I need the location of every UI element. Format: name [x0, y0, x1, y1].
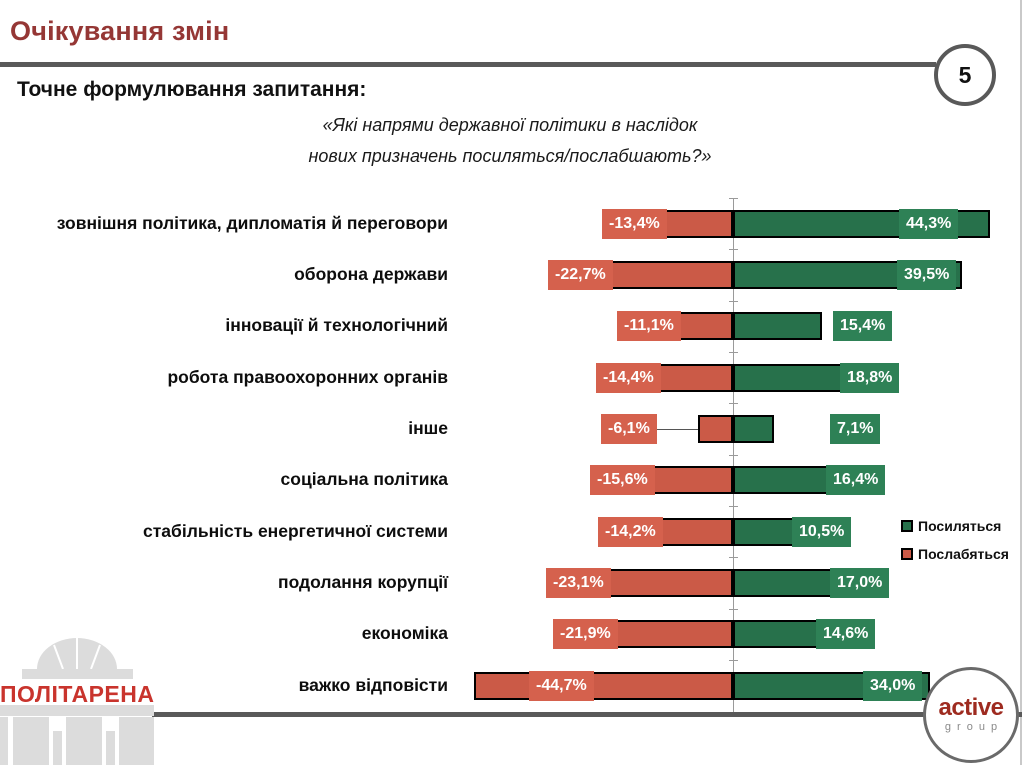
bar-increase: [733, 364, 842, 392]
legend-item-decrease: Послабяться: [901, 540, 1009, 568]
value-label-decrease: -15,6%: [590, 465, 655, 495]
bar-decrease: [655, 210, 733, 238]
chart-legend: Посиляться Послабяться: [901, 512, 1009, 568]
value-label-decrease: -14,4%: [596, 363, 661, 393]
axis-tick: [729, 198, 738, 199]
category-label: інше: [408, 418, 448, 438]
footer-divider: [152, 712, 1022, 717]
question-quote-line2: нових призначень посиляться/послабшають?…: [308, 146, 712, 166]
building-column: [13, 717, 49, 765]
value-label-increase: 7,1%: [830, 414, 881, 444]
politarena-wordmark: ПОЛІТАРЕНА: [0, 681, 155, 707]
category-label: оборона держави: [294, 264, 448, 284]
building-band-bottom: [0, 705, 154, 716]
value-label-decrease: -23,1%: [546, 568, 611, 598]
value-label-decrease: -14,2%: [598, 517, 663, 547]
value-label-decrease: -22,7%: [548, 260, 613, 290]
label-leader-line: [657, 429, 698, 430]
value-label-increase: 34,0%: [863, 671, 923, 701]
building-window: [106, 731, 115, 765]
bar-decrease: [698, 415, 733, 443]
value-label-increase: 14,6%: [816, 619, 876, 649]
bar-decrease: [601, 261, 733, 289]
value-label-decrease: -13,4%: [602, 209, 667, 239]
axis-tick: [729, 403, 738, 404]
axis-tick: [729, 609, 738, 610]
value-label-increase: 10,5%: [792, 517, 852, 547]
bar-decrease: [649, 364, 733, 392]
value-label-decrease: -6,1%: [601, 414, 657, 444]
building-window: [53, 731, 62, 765]
header-divider: [0, 62, 936, 67]
page-number-badge: 5: [934, 44, 996, 106]
page-number: 5: [958, 61, 972, 88]
value-label-increase: 44,3%: [899, 209, 959, 239]
question-label: Точне формулювання запитання:: [17, 78, 367, 101]
active-logo-word: active: [938, 694, 1004, 721]
value-label-decrease: -44,7%: [529, 671, 594, 701]
question-quote-line1: «Які напрями державної політики в наслід…: [322, 115, 698, 135]
axis-tick: [729, 506, 738, 507]
bar-increase: [733, 569, 832, 597]
legend-label-increase: Посиляться: [918, 518, 1002, 534]
politarena-logo: ПОЛІТАРЕНА: [0, 636, 154, 765]
value-label-increase: 39,5%: [897, 260, 957, 290]
axis-tick: [729, 455, 738, 456]
bar-decrease: [651, 518, 733, 546]
bar-increase: [733, 518, 794, 546]
question-quote: «Які напрями державної політики в наслід…: [215, 110, 805, 172]
legend-label-decrease: Послабяться: [918, 546, 1009, 562]
category-label: зовнішня політика, дипломатія й перегово…: [56, 213, 448, 233]
value-label-increase: 17,0%: [830, 568, 890, 598]
axis-tick: [729, 557, 738, 558]
category-label: інновації й технологічний: [225, 315, 448, 335]
bar-increase: [733, 620, 818, 648]
legend-swatch-green: [901, 520, 913, 532]
building-column: [66, 717, 102, 765]
category-label: соціальна політика: [280, 469, 448, 489]
bar-decrease: [474, 672, 733, 700]
axis-zero-line: [733, 198, 734, 712]
bar-increase: [733, 312, 822, 340]
bar-increase: [733, 415, 774, 443]
right-border-line: [1020, 0, 1022, 765]
page-title: Очікування змін: [10, 16, 230, 46]
bar-decrease: [643, 466, 733, 494]
value-label-increase: 16,4%: [826, 465, 886, 495]
value-label-decrease: -21,9%: [553, 619, 618, 649]
legend-swatch-red: [901, 548, 913, 560]
axis-tick: [729, 660, 738, 661]
category-label: економіка: [361, 623, 448, 643]
legend-item-increase: Посиляться: [901, 512, 1009, 540]
category-label: робота правоохоронних органів: [167, 367, 448, 387]
category-label: стабільність енергетичної системи: [143, 521, 448, 541]
axis-tick: [729, 249, 738, 250]
bar-decrease: [599, 569, 733, 597]
axis-tick: [729, 301, 738, 302]
value-label-increase: 18,8%: [840, 363, 900, 393]
active-group-logo: active group: [923, 667, 1019, 763]
axis-tick: [729, 352, 738, 353]
bar-increase: [733, 466, 828, 494]
value-label-decrease: -11,1%: [617, 311, 681, 341]
parliament-dome-icon: [37, 638, 117, 669]
building-column: [119, 717, 154, 765]
category-label: подолання корупції: [278, 572, 448, 592]
building-column: [0, 717, 8, 765]
bar-decrease: [606, 620, 733, 648]
category-label: важко відповісти: [298, 675, 448, 695]
building-band-top: [22, 669, 133, 679]
active-logo-subword: group: [944, 721, 1004, 733]
value-label-increase: 15,4%: [833, 311, 893, 341]
